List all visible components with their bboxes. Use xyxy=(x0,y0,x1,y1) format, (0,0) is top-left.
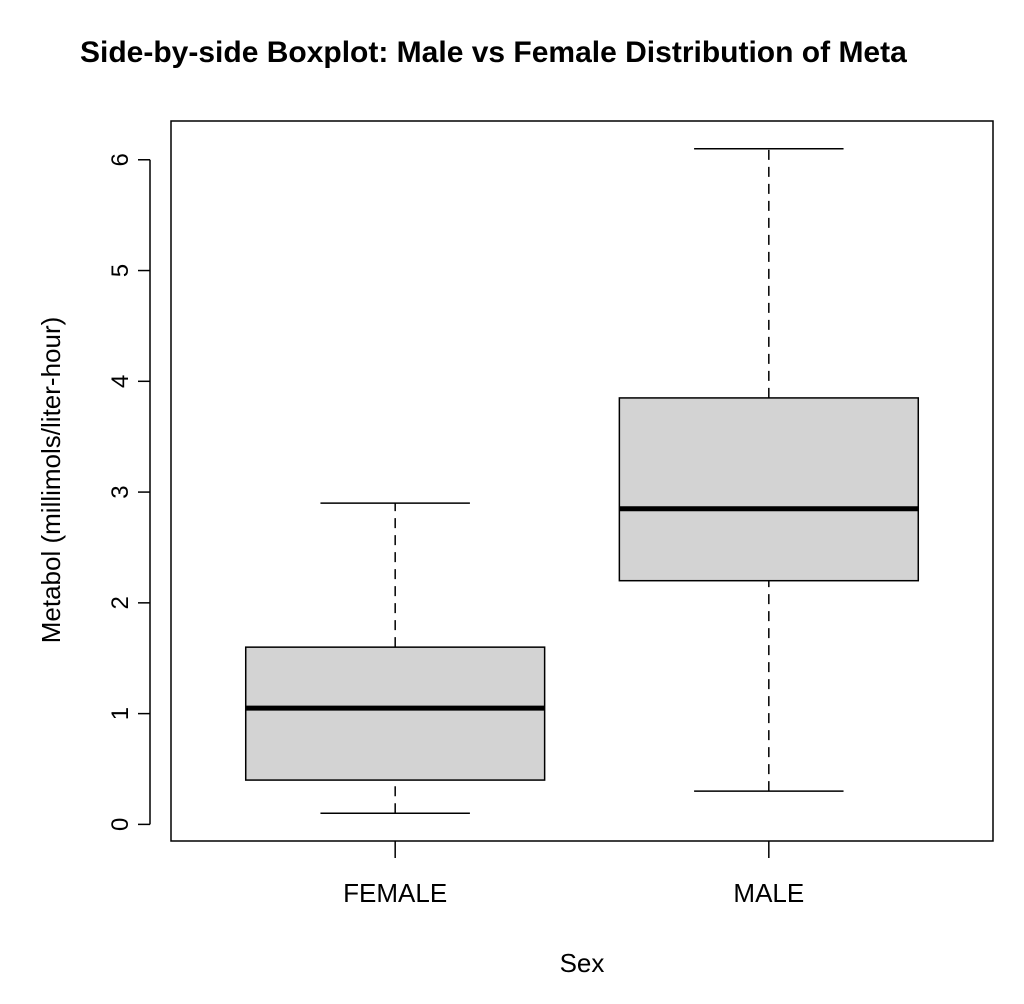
iqr-box xyxy=(244,646,546,781)
y-tick-label: 0 xyxy=(107,818,134,831)
y-tick-label: 3 xyxy=(107,485,134,498)
x-tick-label: FEMALE xyxy=(343,878,447,908)
y-tick-label: 5 xyxy=(107,264,134,277)
y-axis: 0 1 2 3 4 5 6 xyxy=(107,153,151,831)
y-tick-label: 1 xyxy=(107,707,134,720)
y-tick-label: 4 xyxy=(107,375,134,388)
y-tick-label: 6 xyxy=(107,153,134,166)
box-male xyxy=(618,147,920,792)
boxes-group xyxy=(244,147,920,815)
x-tick-label: MALE xyxy=(733,878,804,908)
chart-title: Side-by-side Boxplot: Male vs Female Dis… xyxy=(80,36,907,69)
box-female xyxy=(244,502,546,815)
x-axis: FEMALE MALE xyxy=(343,841,804,908)
plot-frame xyxy=(170,120,994,842)
y-tick-label: 2 xyxy=(107,596,134,609)
y-axis-label: Metabol (millimols/liter-hour) xyxy=(36,317,66,644)
x-axis-label: Sex xyxy=(560,948,605,978)
iqr-box xyxy=(618,397,920,582)
